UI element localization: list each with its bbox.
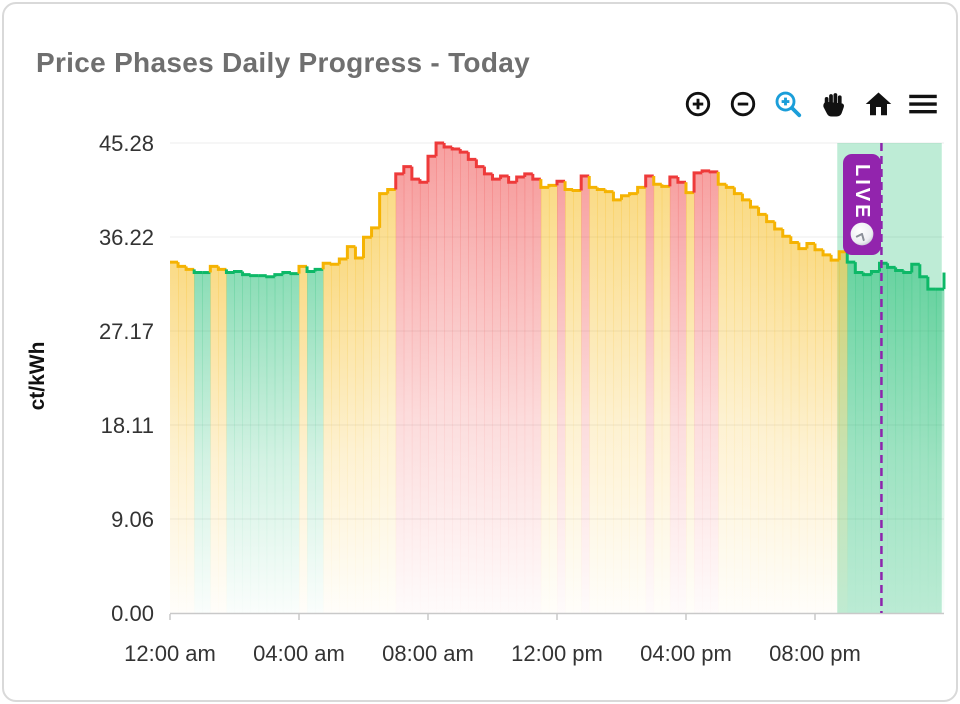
y-tick-label: 18.11 bbox=[101, 413, 154, 438]
x-tick-label: 08:00 pm bbox=[769, 641, 861, 666]
x-tick-label: 12:00 am bbox=[124, 641, 216, 666]
pan-button[interactable] bbox=[816, 88, 850, 120]
home-button[interactable] bbox=[861, 88, 895, 120]
y-tick-label: 36.22 bbox=[99, 225, 154, 250]
price-step-line bbox=[170, 141, 946, 291]
live-badge: LIVE bbox=[843, 154, 881, 255]
page-title: Price Phases Daily Progress - Today bbox=[36, 46, 530, 78]
home-icon bbox=[865, 92, 891, 116]
x-tick-label: 04:00 am bbox=[253, 641, 345, 666]
box-zoom-button[interactable] bbox=[771, 88, 805, 120]
y-tick-label: 27.17 bbox=[99, 319, 154, 344]
phase-fills bbox=[170, 143, 945, 614]
y-tick-label: 9.06 bbox=[111, 507, 154, 532]
y-tick-label: 0.00 bbox=[111, 601, 154, 626]
x-tick-label: 04:00 pm bbox=[640, 641, 732, 666]
pan-hand-icon bbox=[823, 93, 844, 117]
y-axis-title: ct/kWh bbox=[26, 341, 49, 411]
box-zoom-icon bbox=[775, 91, 802, 118]
menu-button[interactable] bbox=[906, 88, 940, 120]
x-tick-label: 12:00 pm bbox=[511, 641, 603, 666]
live-badge-label: LIVE bbox=[851, 164, 873, 221]
x-tick-label: 08:00 am bbox=[382, 641, 474, 666]
clock-icon bbox=[850, 222, 874, 246]
y-tick-label: 45.28 bbox=[99, 131, 154, 156]
x-axis-ticks bbox=[169, 614, 816, 620]
zoom-out-button[interactable] bbox=[726, 88, 760, 120]
zoom-out-icon bbox=[730, 91, 756, 117]
zoom-in-button[interactable] bbox=[681, 88, 715, 120]
price-chart: 0.00 9.06 18.11 27.17 36.22 45.28 12:00 am 04:0… bbox=[99, 131, 946, 666]
zoom-in-icon bbox=[685, 91, 711, 117]
menu-icon bbox=[909, 94, 937, 114]
chart-modebar bbox=[681, 88, 940, 120]
